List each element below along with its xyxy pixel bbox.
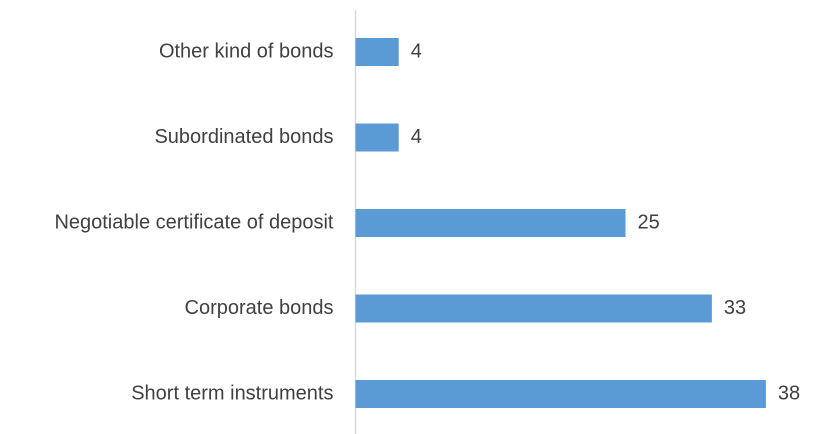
bar (355, 380, 766, 408)
data-label: 33 (724, 297, 746, 319)
category-label: Short term instruments (131, 382, 333, 404)
bar (355, 38, 399, 66)
category-label: Corporate bonds (185, 297, 334, 319)
data-label: 4 (411, 40, 422, 62)
bar (355, 123, 399, 152)
value-labels: 4 4 25 33 38 (411, 40, 800, 404)
category-label: Negotiable certificate of deposit (54, 211, 333, 233)
bar (355, 294, 712, 323)
bars-group (355, 38, 766, 408)
bar (355, 209, 626, 237)
data-label: 25 (638, 211, 660, 233)
category-label: Subordinated bonds (154, 126, 333, 148)
data-label: 4 (411, 126, 422, 148)
category-label: Other kind of bonds (159, 40, 334, 62)
category-labels: Other kind of bonds Subordinated bonds Neg… (54, 40, 333, 404)
data-label: 38 (778, 382, 800, 404)
